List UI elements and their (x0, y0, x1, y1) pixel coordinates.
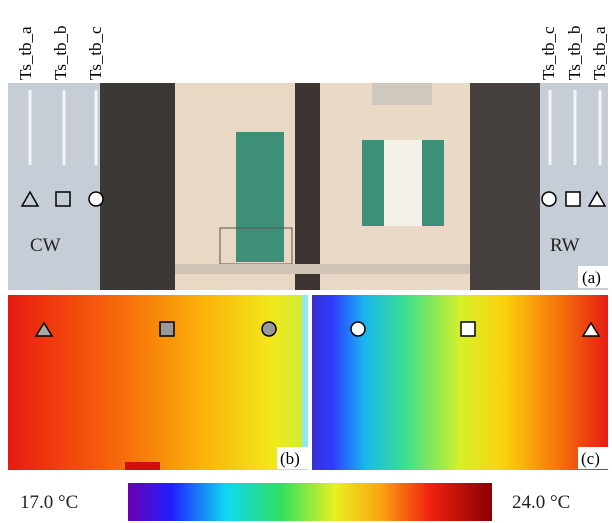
colorbar-min: 17.0 °C (20, 492, 78, 513)
sensor-label: Ts_tb_a (590, 26, 609, 80)
panel-label: (a) (582, 268, 601, 287)
wall-label: CW (30, 235, 61, 256)
sensor-label: Ts_tb_c (539, 26, 558, 80)
sensor-label: Ts_tb_a (16, 26, 35, 80)
thermal (8, 295, 608, 470)
photo (8, 83, 608, 290)
colorbar (128, 483, 492, 521)
panel-label: (b) (280, 449, 300, 468)
sensor-label: Ts_tb_b (51, 25, 70, 80)
sensor-label: Ts_tb_c (86, 26, 105, 80)
wall-label: RW (550, 235, 580, 256)
sensor-label: Ts_tb_b (565, 25, 584, 80)
label-bg (578, 266, 608, 288)
colorbar-max: 24.0 °C (512, 492, 570, 513)
panel-label: (c) (581, 449, 600, 468)
